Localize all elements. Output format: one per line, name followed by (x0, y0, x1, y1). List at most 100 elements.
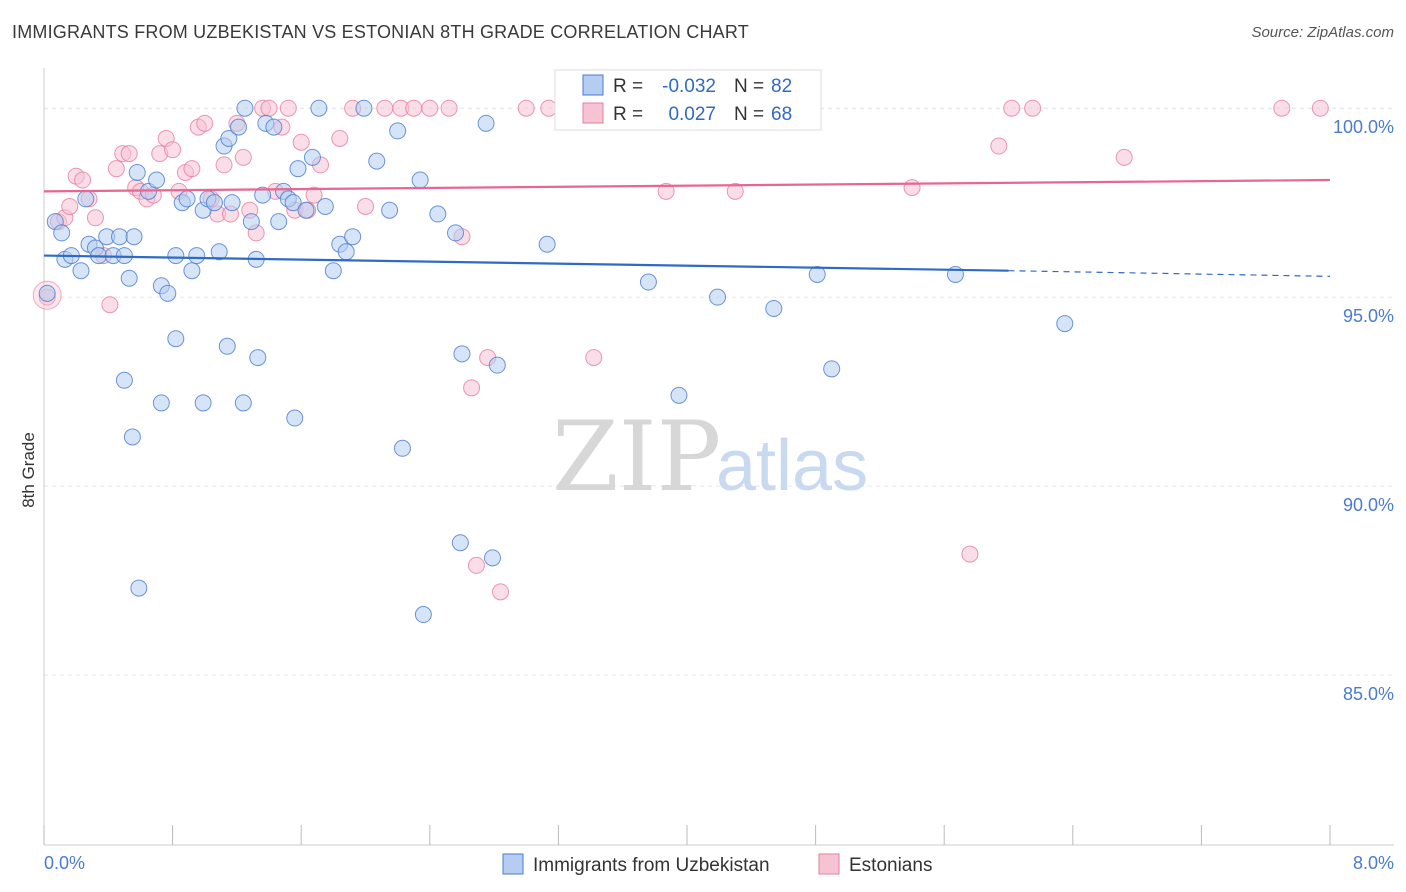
chart-source: Source: ZipAtlas.com (1251, 24, 1394, 41)
point-uzbekistan (167, 330, 185, 348)
chart-title: IMMIGRANTS FROM UZBEKISTAN VS ESTONIAN 8… (12, 22, 749, 42)
point-estonians (292, 133, 310, 151)
trend-line-estonians (43, 178, 1331, 193)
y-tick-label: 95.0% (1343, 306, 1394, 326)
point-uzbekistan (167, 247, 185, 265)
point-uzbekistan (297, 201, 315, 219)
point-uzbekistan (639, 273, 657, 291)
point-estonians (279, 99, 297, 117)
point-uzbekistan (765, 299, 783, 317)
point-estonians (61, 197, 79, 215)
point-uzbekistan (823, 360, 841, 378)
point-estonians (357, 197, 374, 215)
point-uzbekistan (337, 243, 355, 261)
point-estonians (74, 171, 92, 189)
point-uzbekistan (483, 549, 501, 567)
point-estonians (215, 156, 233, 174)
point-uzbekistan (670, 386, 688, 404)
point-uzbekistan (128, 163, 146, 181)
point-uzbekistan (393, 439, 411, 457)
y-tick-label: 90.0% (1343, 495, 1394, 515)
point-estonians (492, 583, 510, 601)
point-uzbekistan (194, 394, 212, 412)
point-uzbekistan (120, 269, 138, 287)
point-uzbekistan (234, 394, 252, 412)
series-uzbekistan (38, 99, 1074, 624)
point-uzbekistan (286, 409, 304, 427)
point-uzbekistan (1056, 315, 1074, 333)
bottom-legend-label-pink: Estonians (849, 855, 932, 876)
point-estonians (421, 99, 439, 117)
point-estonians (1273, 99, 1291, 117)
point-uzbekistan (451, 534, 469, 552)
point-estonians (657, 182, 675, 200)
stats-legend-n-pink: 68 (771, 104, 792, 125)
point-uzbekistan (381, 201, 399, 219)
point-uzbekistan (488, 356, 506, 374)
point-estonians (101, 296, 119, 314)
y-tick-labels: 85.0% 90.0% 95.0% 100.0% (1333, 117, 1394, 704)
point-uzbekistan (270, 213, 288, 231)
point-uzbekistan (316, 197, 334, 215)
point-estonians (961, 545, 979, 563)
trend-line-uzbekistan-extrapolated (1008, 270, 1331, 277)
point-uzbekistan (289, 160, 307, 178)
x-tick-label-max: 8.0% (1353, 853, 1394, 873)
stats-legend: R = -0.032 N = 82 R = 0.027 N = 68 (554, 69, 822, 131)
x-tick-label-min: 0.0% (44, 853, 85, 873)
y-axis-label: 8th Grade (19, 432, 38, 508)
stats-legend-r-label-pink: R = (613, 104, 643, 125)
stats-legend-r-blue: -0.032 (662, 76, 716, 97)
stats-legend-r-label-blue: R = (613, 76, 643, 97)
point-uzbekistan (152, 394, 170, 412)
y-tick-label: 100.0% (1333, 117, 1394, 137)
point-uzbekistan (115, 247, 133, 265)
point-uzbekistan (72, 262, 90, 280)
point-estonians (467, 556, 485, 574)
point-uzbekistan (477, 114, 495, 132)
point-uzbekistan (218, 337, 236, 355)
point-estonians (990, 137, 1008, 155)
point-uzbekistan (411, 171, 429, 189)
point-uzbekistan (303, 148, 321, 166)
point-uzbekistan (188, 247, 206, 265)
point-estonians (183, 160, 201, 178)
point-uzbekistan (125, 228, 143, 246)
point-uzbekistan (210, 243, 228, 261)
point-estonians (585, 349, 603, 367)
watermark-zip: ZIP (552, 401, 721, 513)
point-uzbekistan (538, 235, 556, 253)
point-estonians (1003, 99, 1021, 117)
point-uzbekistan (77, 190, 95, 208)
point-uzbekistan (123, 428, 141, 446)
point-uzbekistan (148, 171, 166, 189)
point-uzbekistan (344, 228, 362, 246)
axes (43, 68, 1394, 846)
point-uzbekistan (236, 99, 254, 117)
point-estonians (107, 160, 125, 178)
stats-legend-swatch-pink (582, 102, 604, 124)
point-uzbekistan (53, 224, 71, 242)
point-estonians (376, 99, 394, 117)
bottom-legend-swatch-pink (818, 853, 840, 875)
point-uzbekistan (808, 265, 826, 283)
watermark-atlas: atlas (716, 426, 868, 506)
point-uzbekistan (429, 205, 447, 223)
point-uzbekistan (310, 99, 328, 117)
bottom-legend-label-blue: Immigrants from Uzbekistan (533, 855, 770, 876)
point-uzbekistan (111, 228, 129, 246)
point-estonians (260, 99, 278, 117)
point-estonians (164, 141, 182, 159)
point-uzbekistan (178, 190, 196, 208)
point-estonians (463, 379, 481, 397)
point-uzbekistan (242, 213, 260, 231)
stats-legend-n-label-pink: N = (734, 104, 764, 125)
point-uzbekistan (453, 345, 471, 363)
point-uzbekistan (38, 284, 56, 302)
point-estonians (726, 182, 744, 200)
point-uzbekistan (230, 118, 248, 136)
point-estonians (903, 179, 921, 197)
point-uzbekistan (254, 186, 272, 204)
point-uzbekistan (220, 129, 238, 147)
